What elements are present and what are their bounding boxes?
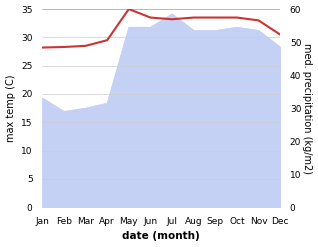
Y-axis label: max temp (C): max temp (C) (5, 74, 16, 142)
X-axis label: date (month): date (month) (122, 231, 200, 242)
Y-axis label: med. precipitation (kg/m2): med. precipitation (kg/m2) (302, 43, 313, 174)
